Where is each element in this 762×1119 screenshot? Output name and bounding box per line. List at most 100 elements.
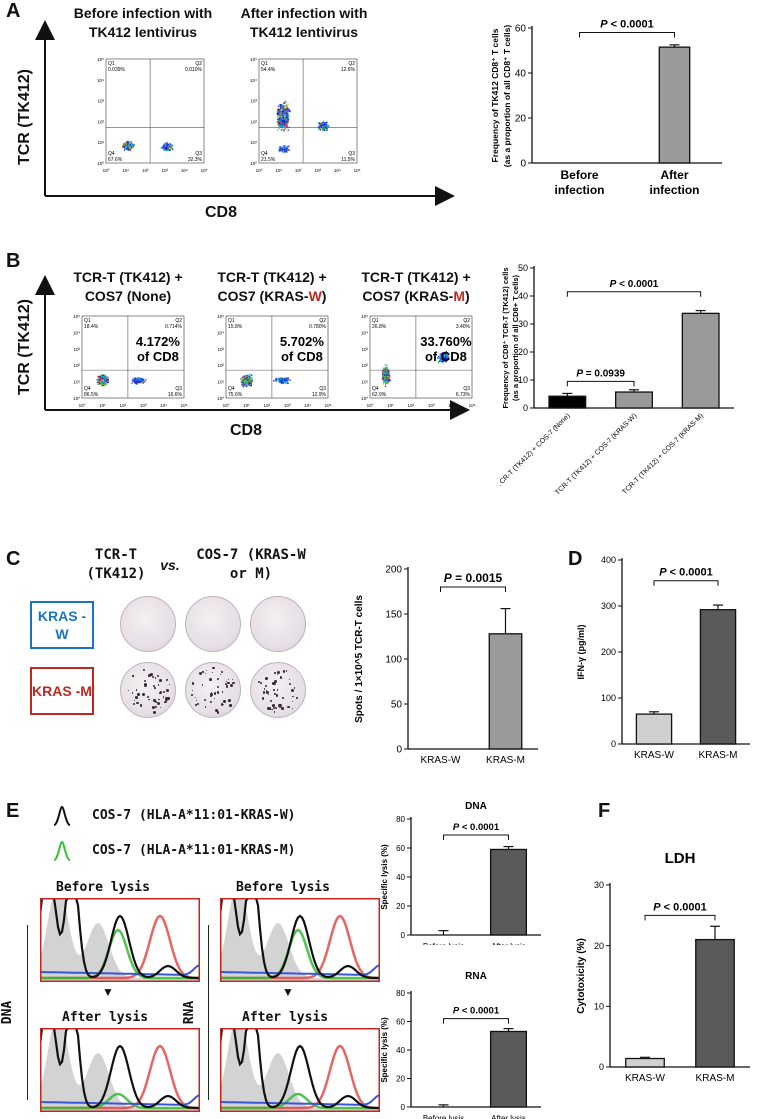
x-tick-label: infection bbox=[555, 183, 605, 197]
elispot-spot bbox=[210, 691, 212, 693]
q3-value: 6.73% bbox=[456, 392, 471, 398]
x-decade-tick: 10⁰ bbox=[256, 168, 263, 173]
y-tick-label: 200 bbox=[601, 647, 616, 657]
y-tick-label: 50 bbox=[391, 700, 403, 711]
c-col2-header: COS-7 (KRAS-W or M) bbox=[196, 547, 306, 582]
elispot-spot bbox=[227, 698, 231, 703]
elispot-spot bbox=[296, 697, 298, 699]
elispot-spot bbox=[223, 700, 226, 703]
q1-value: 0.039% bbox=[108, 67, 126, 73]
elispot-spot bbox=[157, 683, 160, 686]
x-decade-tick: 10³ bbox=[162, 168, 169, 173]
bar bbox=[548, 395, 587, 409]
elispot-spot bbox=[276, 673, 279, 676]
e-rna-after-label: After lysis bbox=[242, 1010, 329, 1025]
elispot-spot bbox=[220, 671, 223, 673]
elispot-spot bbox=[275, 694, 279, 697]
bar bbox=[488, 633, 523, 750]
elispot-spot bbox=[136, 701, 139, 705]
a-before-title: Before infection with TK412 lentivirus bbox=[73, 5, 213, 40]
elispot-spot bbox=[221, 691, 224, 693]
elispot-spot bbox=[203, 699, 206, 702]
bar bbox=[695, 938, 735, 1068]
x-decade-tick: 10⁰ bbox=[223, 403, 230, 408]
elispot-spot bbox=[268, 707, 272, 710]
y-tick-label: 20 bbox=[396, 902, 405, 911]
y-tick-label: 40 bbox=[396, 1046, 405, 1055]
c-row-kras-m: KRAS -M bbox=[30, 667, 94, 715]
y-tick-label: 60 bbox=[396, 844, 405, 853]
c-vs-label: vs. bbox=[160, 557, 180, 573]
x-decade-tick: 10⁰ bbox=[367, 403, 374, 408]
q3-value: 12.9% bbox=[312, 392, 327, 398]
x-decade-tick: 10⁵ bbox=[325, 403, 332, 408]
q2-value: 0.714% bbox=[165, 324, 183, 330]
y-axis-label: Cytotoxicity (%) bbox=[576, 938, 587, 1014]
y-decade-tick: 10² bbox=[217, 363, 224, 368]
e-rna-label: RNA bbox=[182, 1000, 198, 1025]
b-y-axis-label: TCR (TK412) bbox=[16, 299, 33, 396]
elispot-spot bbox=[134, 696, 138, 699]
panel-letter-d: D bbox=[568, 548, 583, 570]
x-decade-tick: 10⁴ bbox=[160, 403, 167, 408]
x-decade-tick: 10⁴ bbox=[304, 403, 311, 408]
y-tick-label: 30 bbox=[594, 880, 604, 890]
elispot-spot bbox=[132, 675, 134, 677]
p-value-label: P < 0.0001 bbox=[610, 279, 659, 290]
y-decade-tick: 10² bbox=[250, 119, 257, 124]
y-decade-tick: 10⁴ bbox=[361, 330, 368, 335]
elispot-spot bbox=[216, 677, 219, 680]
q3-name: Q3 bbox=[463, 386, 470, 392]
e-legend-kras-w: COS-7 (HLA-A*11:01-KRAS-W) bbox=[92, 808, 296, 823]
elispot-spot bbox=[210, 693, 213, 696]
elispot-spot bbox=[211, 671, 213, 674]
y-tick-label: 40 bbox=[518, 291, 528, 301]
elispot-spot bbox=[146, 696, 149, 699]
elispot-spot bbox=[139, 704, 143, 707]
q3-value: 11.5% bbox=[341, 157, 355, 163]
x-decade-tick: 10³ bbox=[284, 403, 291, 408]
y-tick-label: 0 bbox=[599, 1062, 604, 1072]
elispot-spot bbox=[213, 697, 216, 700]
chromatogram-frame bbox=[40, 898, 200, 982]
panel-letter-f: F bbox=[598, 800, 611, 822]
elispot-spot bbox=[131, 692, 134, 694]
elispot-spot bbox=[225, 683, 228, 685]
elispot-spot bbox=[226, 681, 230, 685]
trace-black bbox=[220, 1028, 380, 1110]
elispot-spot bbox=[213, 692, 217, 695]
trace-black bbox=[40, 898, 200, 980]
chromatogram-frame bbox=[40, 1028, 200, 1112]
chromatogram-dna-before bbox=[40, 898, 200, 982]
p-value-label: P < 0.0001 bbox=[600, 19, 654, 31]
elispot-spot bbox=[292, 695, 294, 698]
elispot-spot bbox=[162, 696, 165, 699]
elispot-spot bbox=[127, 689, 129, 691]
bar bbox=[658, 46, 691, 164]
x-decade-tick: 10⁴ bbox=[448, 403, 455, 408]
y-tick-label: 60 bbox=[515, 24, 527, 35]
elispot-spot bbox=[158, 698, 160, 701]
elispot-spot bbox=[162, 690, 165, 694]
trace-gray-fill bbox=[220, 898, 380, 982]
b-plot-title-line1: TCR-T (TK412) + bbox=[361, 269, 471, 285]
y-axis-label: Frequency of CD8⁺ TCR-T (TK412) cells bbox=[501, 267, 510, 408]
cd8-percentage: 5.702% bbox=[280, 334, 325, 349]
y-decade-tick: 10⁰ bbox=[97, 161, 104, 166]
elispot-spot bbox=[209, 700, 212, 704]
x-tick-label: KRAS-M bbox=[486, 755, 525, 766]
x-tick-label: Before lysis bbox=[423, 1114, 464, 1119]
elispot-spot bbox=[148, 673, 151, 677]
flow-frame bbox=[105, 58, 205, 164]
trace-green bbox=[40, 1092, 200, 1110]
elispot-spot bbox=[267, 707, 270, 711]
trace-green bbox=[220, 1092, 380, 1110]
elispot-spot bbox=[142, 668, 146, 672]
x-decade-tick: 10⁰ bbox=[79, 403, 86, 408]
flow-frame bbox=[369, 315, 473, 399]
y-axis-label: Frequency of TK412 CD8⁺ T cells bbox=[490, 28, 500, 162]
significance-bracket bbox=[566, 291, 702, 297]
elispot-spot bbox=[164, 697, 168, 701]
